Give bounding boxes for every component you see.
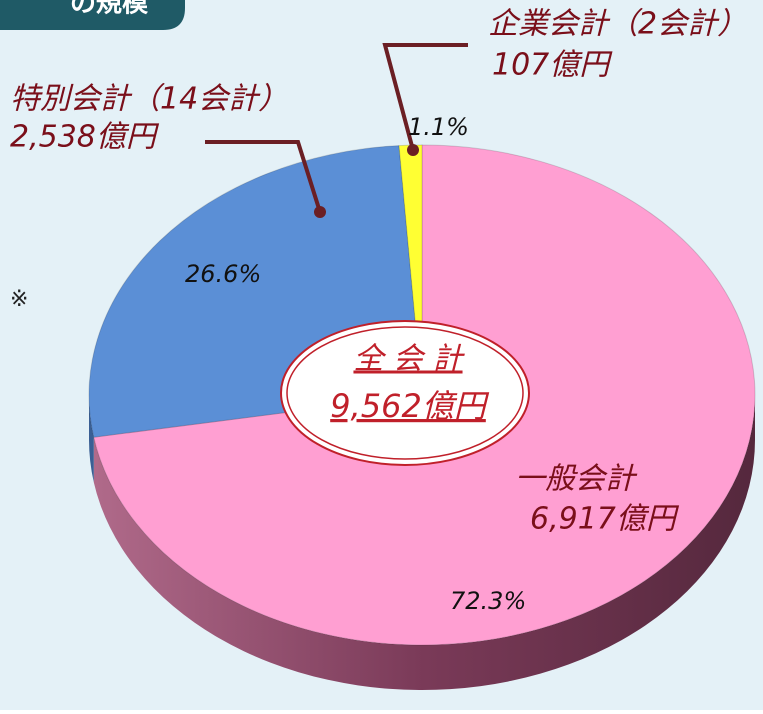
- amount-label: 6,917億円: [530, 502, 680, 537]
- leader-dot: [407, 144, 419, 156]
- header-tab: [0, 0, 185, 30]
- note-mark: ※: [10, 287, 28, 312]
- category-label: 企業会計（2会計）: [488, 7, 747, 42]
- leader-dot: [314, 206, 326, 218]
- percent-label: 72.3%: [450, 587, 526, 615]
- center-title: 全 会 計: [353, 342, 465, 377]
- amount-label: 2,538億円: [10, 120, 160, 155]
- slice-side: [89, 395, 94, 483]
- category-label: 一般会計: [515, 462, 638, 497]
- percent-label: 26.6%: [185, 260, 261, 288]
- leader-line: [205, 140, 322, 213]
- percent-label: 1.1%: [408, 113, 469, 141]
- leader-line: [382, 43, 468, 151]
- slice-side: [93, 395, 756, 691]
- header-title: の規模: [70, 0, 149, 19]
- center-frame: [286, 326, 524, 460]
- amount-label: 107億円: [492, 48, 613, 83]
- category-label: 特別会計（14会計）: [10, 82, 288, 117]
- center-frame: [280, 320, 530, 466]
- center-total: 9,562億円: [330, 387, 490, 425]
